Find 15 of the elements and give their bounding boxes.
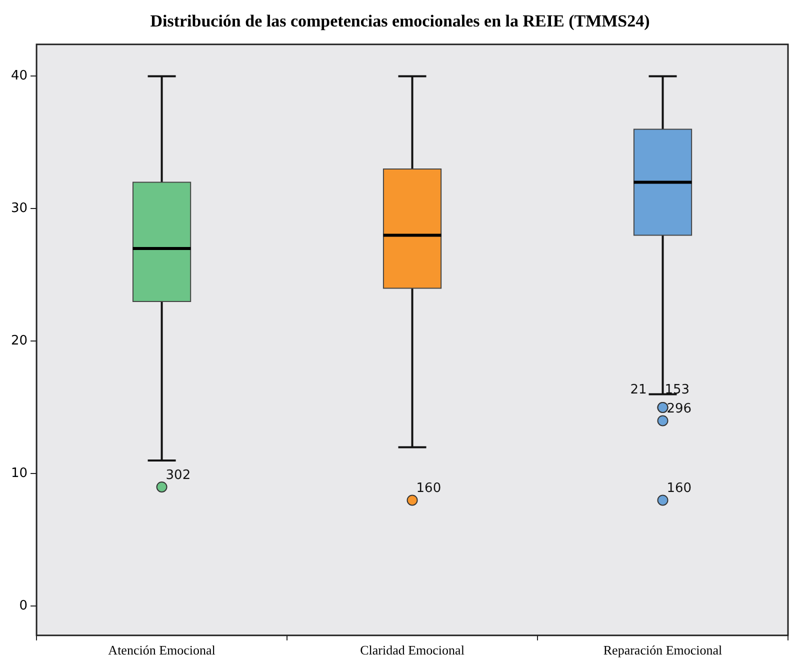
annotation: 160 [666,481,692,496]
x-tick-label: Claridad Emocional [360,642,465,658]
annotation: 296 [666,402,692,417]
y-tick-label: 30 [10,201,28,216]
y-tick-label: 20 [10,334,28,349]
x-tick-label: Reparación Emocional [603,642,723,658]
annotation: 302 [166,468,191,483]
x-tick-label: Atención Emocional [108,642,216,658]
chart-title: Distribución de las competencias emocionales en la REIE (TMMS24) [150,12,650,31]
annotation: 160 [416,481,442,496]
annotation: 21 [630,382,647,398]
annotation: 153 [664,382,690,398]
y-tick-label: 0 [19,598,28,614]
y-tick-label: 40 [10,68,28,84]
y-tick-label: 10 [10,466,28,482]
